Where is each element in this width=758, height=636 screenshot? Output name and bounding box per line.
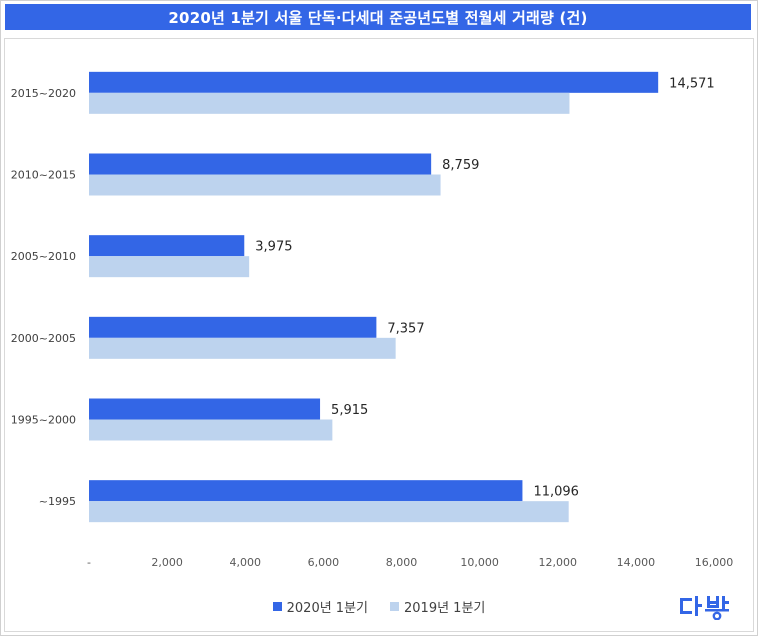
data-label-2020: 14,571 [669,76,715,91]
legend-label-2019: 2019년 1분기 [404,600,486,616]
bar-2019 [89,92,570,114]
x-tick-label: 6,000 [308,556,340,569]
y-category-label: 2000~2005 [11,332,76,345]
y-category-label: 2015~2020 [11,87,76,100]
legend-swatch-2020 [272,601,282,611]
data-label-2020: 11,096 [533,485,579,500]
x-tick-label: 14,000 [617,556,656,569]
bar-2019 [89,337,396,359]
legend-item-2020: 2020년 1분기 [272,597,368,616]
bar-2020 [89,398,321,420]
x-tick-label: 10,000 [460,556,499,569]
x-tick-label: 2,000 [151,556,183,569]
y-category-label: 1995~2000 [11,414,76,427]
legend-swatch-2019 [390,601,399,611]
y-category-label: 2005~2010 [11,250,76,263]
x-tick-label: - [87,556,91,569]
bar-2019 [89,501,569,523]
bar-2019 [89,174,441,196]
bar-2020 [89,316,377,338]
legend: 2020년 1분기 2019년 1분기 [0,596,758,616]
bar-2020 [89,235,245,257]
data-label-2020: 8,759 [442,158,479,173]
dabang-logo [680,596,729,620]
x-tick-label: 16,000 [695,556,734,569]
data-label-2020: 5,915 [331,403,368,418]
bar-2020 [89,71,659,93]
y-category-label: ~1995 [39,495,76,508]
bar-2020 [89,153,432,175]
legend-item-2019: 2019년 1분기 [390,597,485,616]
legend-label-2020: 2020년 1분기 [286,600,368,616]
bar-2020 [89,480,523,502]
y-category-label: 2010~2015 [11,169,76,182]
x-tick-label: 4,000 [230,556,262,569]
x-tick-label: 12,000 [539,556,578,569]
chart-title: 2020년 1분기 서울 단독·다세대 준공년도별 전월세 거래량 (건) [5,4,751,30]
plot-area-frame [4,38,754,632]
bar-2019 [89,419,333,441]
data-label-2020: 3,975 [255,240,292,255]
x-tick-label: 8,000 [386,556,418,569]
data-label-2020: 7,357 [387,321,424,336]
bar-2019 [89,256,250,278]
